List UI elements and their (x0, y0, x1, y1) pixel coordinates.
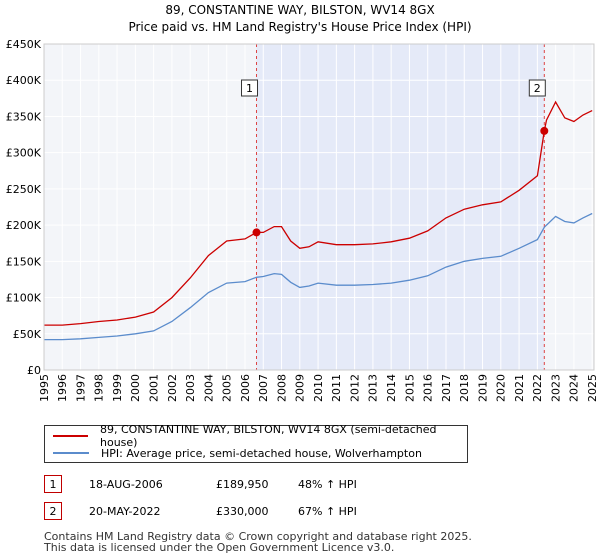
y-tick-label: £350K (6, 110, 42, 123)
transaction-row: 2 20-MAY-2022 £330,000 67% ↑ HPI (44, 501, 357, 521)
legend-item-property: 89, CONSTANTINE WAY, BILSTON, WV14 8GX (… (53, 423, 467, 449)
legend-label-hpi: HPI: Average price, semi-detached house,… (101, 446, 422, 460)
x-tick-label: 2007 (257, 374, 270, 402)
property-series-line (44, 100, 593, 326)
x-tick-label: 2014 (385, 374, 398, 402)
x-tick-label: 2008 (275, 374, 288, 402)
legend: 89, CONSTANTINE WAY, BILSTON, WV14 8GX (… (44, 423, 468, 463)
transaction-hpi-change: 67% ↑ HPI (298, 504, 357, 518)
sale-point (252, 228, 261, 237)
sale-label-box (241, 79, 259, 97)
chart-title: 89, CONSTANTINE WAY, BILSTON, WV14 8GX (165, 3, 434, 17)
ownership-period-shading (256, 44, 545, 370)
y-tick-label: £400K (6, 74, 42, 87)
legend-swatch-hpi (53, 452, 89, 454)
hpi-series-line (44, 212, 593, 341)
x-tick-label: 2005 (221, 374, 234, 402)
footer-line-copyright: Contains HM Land Registry data © Crown c… (44, 530, 472, 543)
x-tick-label: 1995 (38, 374, 51, 402)
x-tick-label: 2003 (184, 374, 197, 402)
transaction-number-badge: 1 (44, 475, 62, 493)
x-tick-label: 2010 (312, 374, 325, 402)
x-tick-label: 2025 (586, 374, 599, 402)
y-tick-label: £200K (6, 219, 42, 232)
x-tick-label: 2018 (458, 374, 471, 402)
x-tick-label: 2015 (403, 374, 416, 402)
x-tick-label: 2024 (568, 374, 581, 402)
x-tick-label: 2023 (549, 374, 562, 402)
x-tick-label: 2016 (422, 374, 435, 402)
y-tick-label: £450K (6, 38, 42, 51)
x-tick-label: 1996 (56, 374, 69, 402)
transaction-price: £189,950 (216, 477, 269, 491)
x-tick-label: 2006 (239, 374, 252, 402)
x-tick-label: 2004 (202, 374, 215, 402)
y-tick-label: £300K (6, 147, 42, 160)
y-tick-label: £50K (13, 328, 42, 341)
x-tick-label: 2020 (495, 374, 508, 402)
x-tick-label: 2022 (531, 374, 544, 402)
footer-attribution: Contains HM Land Registry data © Crown c… (44, 531, 472, 553)
transaction-number-badge: 2 (44, 502, 62, 520)
legend-swatch-property (53, 435, 88, 437)
x-tick-label: 2019 (476, 374, 489, 402)
sale-label-number: 2 (534, 82, 541, 95)
plot-border (43, 43, 595, 371)
x-tick-label: 2012 (348, 374, 361, 402)
sale-point (540, 126, 549, 135)
x-tick-label: 2013 (367, 374, 380, 402)
transaction-date: 18-AUG-2006 (89, 477, 163, 491)
legend-item-hpi: HPI: Average price, semi-detached house,… (53, 444, 422, 462)
transaction-price: £330,000 (216, 504, 269, 518)
legend-label-property: 89, CONSTANTINE WAY, BILSTON, WV14 8GX (… (100, 423, 437, 449)
x-tick-label: 2001 (147, 374, 160, 402)
y-tick-label: £0 (27, 364, 41, 377)
x-tick-label: 2021 (513, 374, 526, 402)
x-tick-label: 1998 (93, 374, 106, 402)
footer-line-licence: This data is licensed under the Open Gov… (44, 541, 395, 554)
x-tick-label: 1997 (74, 374, 87, 402)
sale-label-box (528, 79, 546, 97)
x-tick-label: 2017 (440, 374, 453, 402)
x-tick-label: 1999 (111, 374, 124, 402)
y-tick-label: £150K (6, 255, 42, 268)
transaction-hpi-change: 48% ↑ HPI (298, 477, 357, 491)
transaction-row: 1 18-AUG-2006 £189,950 48% ↑ HPI (44, 474, 357, 494)
price-chart: 89, CONSTANTINE WAY, BILSTON, WV14 8GX P… (6, 3, 599, 402)
x-tick-label: 2002 (166, 374, 179, 402)
y-tick-label: £100K (6, 292, 42, 305)
chart-subtitle: Price paid vs. HM Land Registry's House … (128, 20, 471, 34)
x-tick-label: 2011 (330, 374, 343, 402)
transaction-date: 20-MAY-2022 (89, 504, 161, 518)
sale-label-number: 1 (246, 82, 253, 95)
y-tick-label: £250K (6, 183, 42, 196)
x-tick-label: 2009 (294, 374, 307, 402)
x-tick-label: 2000 (129, 374, 142, 402)
